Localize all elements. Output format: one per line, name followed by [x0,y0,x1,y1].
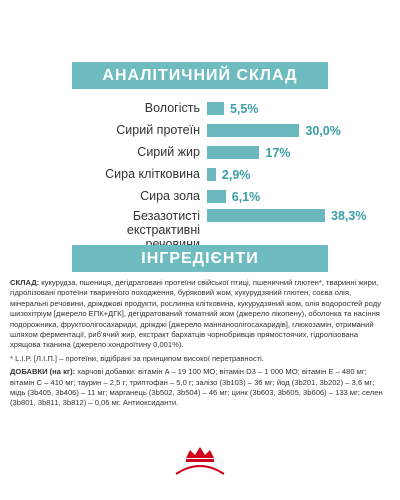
text: харчові добавки: вітамін A – 19 100 МО; … [10,367,383,408]
ingredients-text: СКЛАД: кукурудза, пшениця, дегідратовані… [10,278,390,412]
paragraph: ДОБАВКИ (на кг): харчові добавки: вітамі… [10,367,390,409]
bar-label: Сира зола [140,189,200,203]
text: кукурудза, пшениця, дегідратовані протеї… [10,278,381,350]
bar-label: Сира клітковина [105,167,200,181]
bar-label: Сирий протеїн [116,123,200,137]
value-label: 38,3% [331,209,367,223]
label: ДОБАВКИ (на кг): [10,367,76,377]
bar [207,102,224,115]
bar-label: Вологість [144,101,200,115]
bar [207,146,260,159]
value-label: 5,5% [229,102,259,116]
logo [175,447,225,475]
value-label: 2,9% [221,168,251,182]
value-label: 6,1% [231,190,261,204]
footnote: * L.I.P. [Л.І.П.] – протеїни, відібрані … [10,353,264,363]
bar [207,190,226,203]
section-title: ІНГРЕДІЄНТИ [72,245,328,272]
value-label: 30,0% [305,124,341,138]
value-label: 17% [265,146,291,160]
section-title: АНАЛІТИЧНИЙ СКЛАД [72,62,328,89]
paragraph: СКЛАД: кукурудза, пшениця, дегідратовані… [10,278,390,351]
bar [207,168,216,181]
bar [207,209,325,222]
label: СКЛАД: [10,278,40,287]
bar-label: Сирий жир [137,145,200,159]
bar [207,124,300,137]
